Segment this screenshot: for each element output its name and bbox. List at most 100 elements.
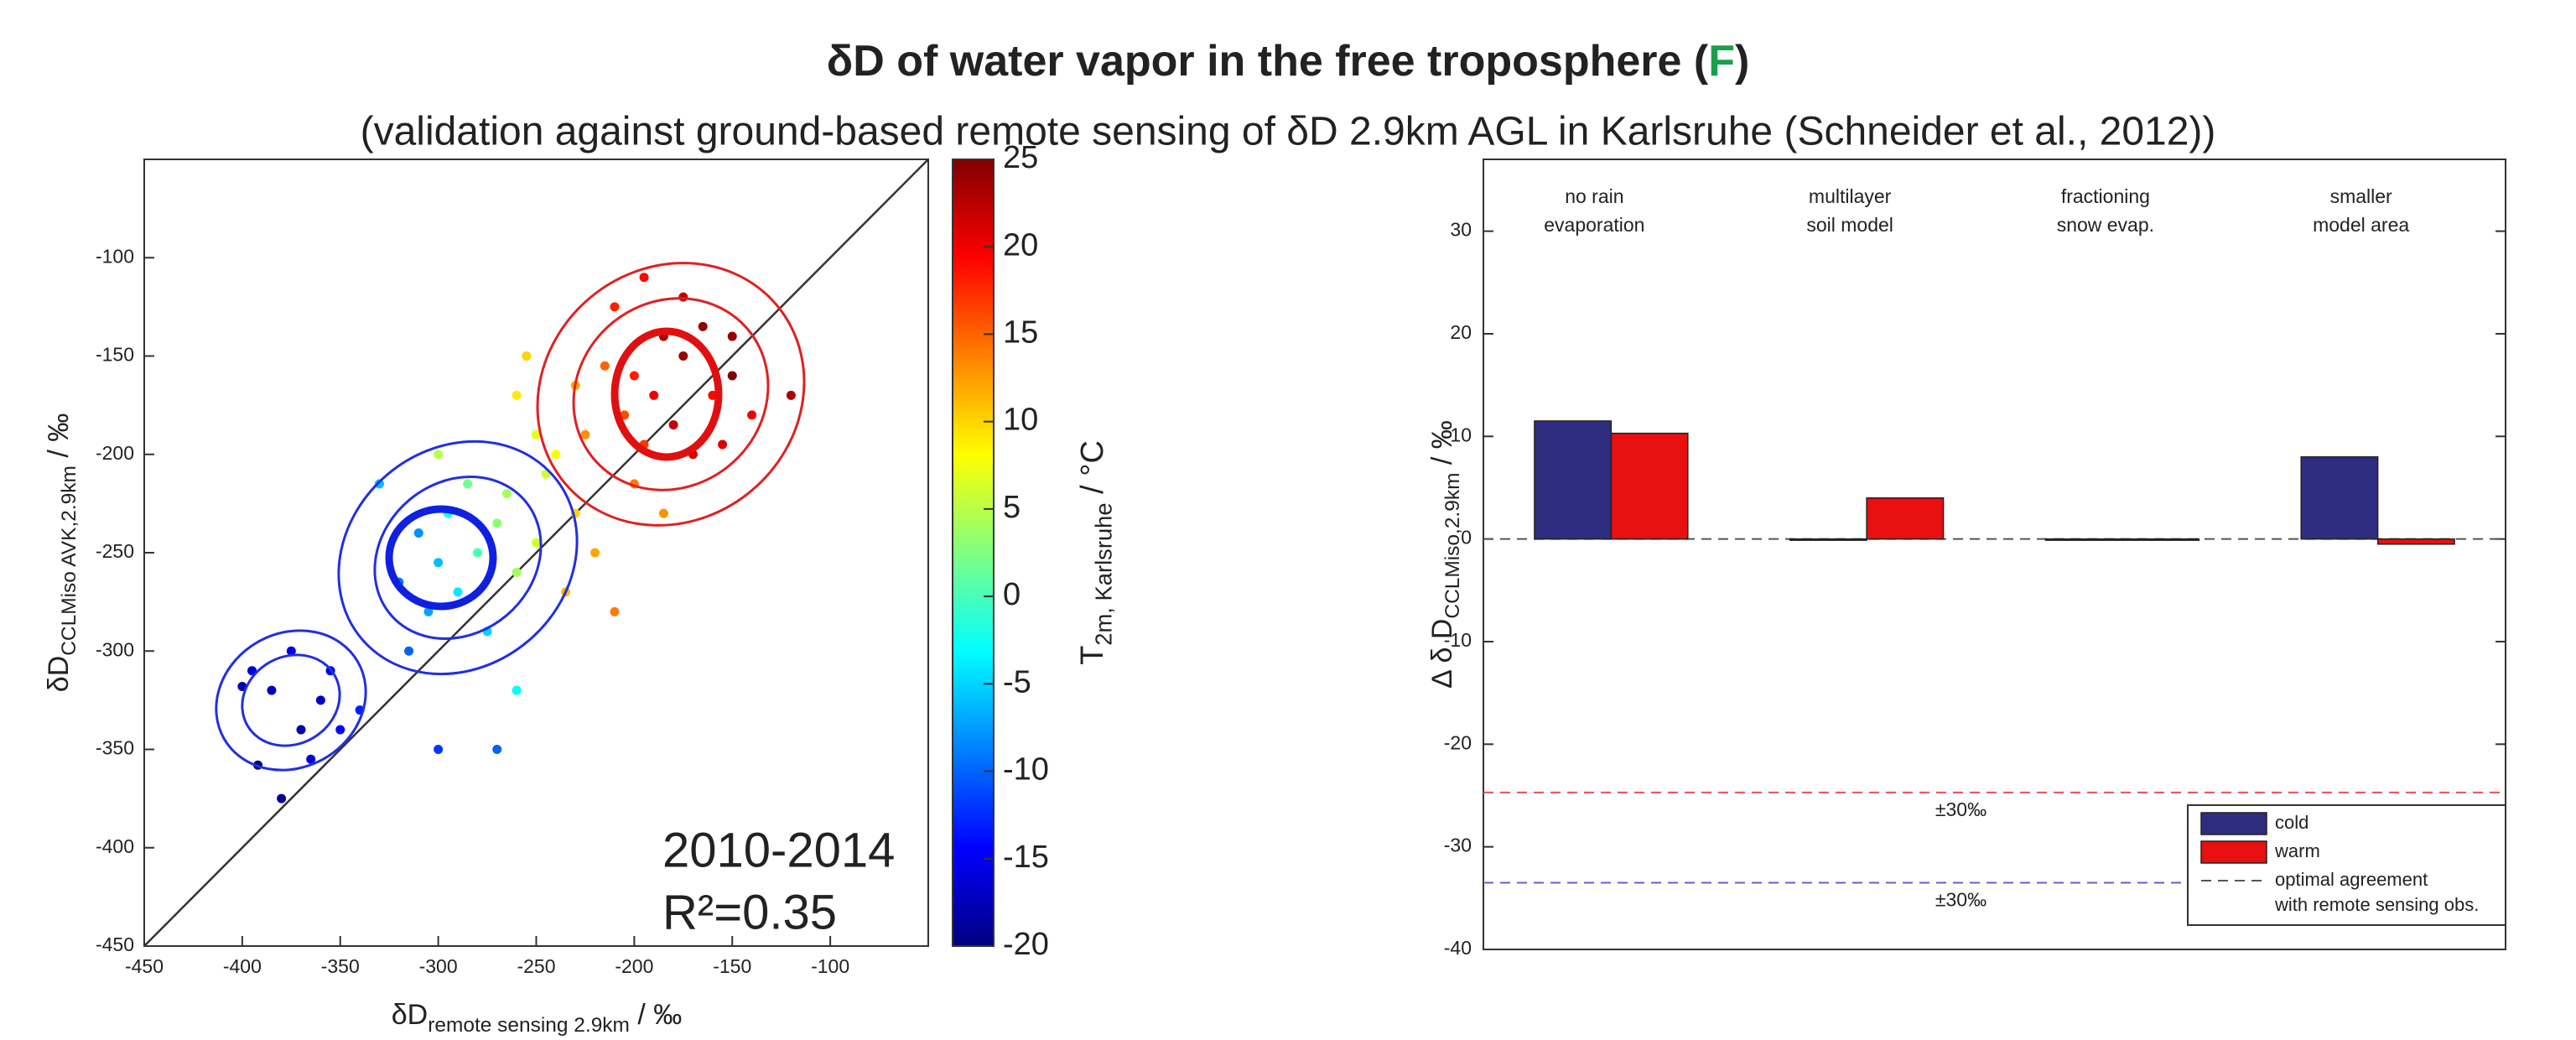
plot-frame xyxy=(1483,159,2506,950)
axis-label: δDCCLMiso AVK,2.9km / ‰ xyxy=(43,413,80,692)
label-sub: 2m, Karlsruhe xyxy=(1091,502,1117,645)
category-label: soil model xyxy=(1806,214,1893,236)
point xyxy=(532,538,541,548)
category-label: evaporation xyxy=(1544,214,1644,236)
subtitle: (validation against ground-based remote … xyxy=(361,110,2216,154)
annotation: 2010-2014 xyxy=(662,823,895,877)
legend-label: optimal agreement xyxy=(2275,869,2428,890)
point xyxy=(501,489,512,499)
point xyxy=(610,606,620,616)
point xyxy=(532,429,541,439)
colorbar-tick-label: 15 xyxy=(1003,315,1038,350)
y-tick-label: -450 xyxy=(96,933,134,955)
point xyxy=(296,725,306,735)
label-unit: / °C xyxy=(1075,440,1110,502)
point xyxy=(678,351,688,361)
y-tick-label: 20 xyxy=(1450,321,1472,343)
bar xyxy=(2300,456,2379,540)
point xyxy=(580,429,590,439)
label-main: δD xyxy=(392,999,428,1031)
legend-label: warm xyxy=(2274,840,2320,861)
y-tick-label: -150 xyxy=(96,344,134,366)
reference-label: ±30‰ xyxy=(1935,889,1987,911)
point xyxy=(277,793,287,803)
point xyxy=(639,273,649,283)
label-sub: CCLMiso,2.9km xyxy=(1441,473,1464,619)
x-tick-label: -300 xyxy=(419,955,458,977)
point xyxy=(306,754,316,764)
axis-label: δDremote sensing 2.9km / ‰ xyxy=(392,999,683,1037)
point xyxy=(620,410,630,420)
label-unit: / ‰ xyxy=(43,413,75,465)
y-tick-label: 30 xyxy=(1450,219,1472,241)
point xyxy=(727,371,737,381)
point xyxy=(668,420,678,430)
y-tick-label: -250 xyxy=(96,540,134,562)
colorbar-tick-label: -15 xyxy=(1003,840,1049,875)
point xyxy=(286,646,296,656)
bar xyxy=(1534,420,1613,540)
point xyxy=(472,548,482,558)
bar xyxy=(2376,538,2455,545)
point xyxy=(463,479,473,489)
point xyxy=(551,450,561,460)
colorbar-tick-label: 0 xyxy=(1003,577,1021,612)
point xyxy=(678,292,688,302)
point xyxy=(718,439,728,450)
category-label: snow evap. xyxy=(2057,214,2154,236)
colorbar-tick-label: -10 xyxy=(1003,752,1049,788)
point xyxy=(413,528,423,538)
legend-swatch xyxy=(2200,840,2267,864)
y-tick-label: -400 xyxy=(96,835,134,857)
point xyxy=(512,390,522,400)
y-tick-label: -300 xyxy=(96,638,134,660)
x-tick-label: -350 xyxy=(321,955,360,977)
y-tick-label: -30 xyxy=(1444,835,1472,856)
label-unit: / ‰ xyxy=(1426,420,1458,472)
axis-label: T2m, Karlsruhe / °C xyxy=(1075,440,1117,665)
colorbar-tick-label: 10 xyxy=(1003,403,1038,438)
point xyxy=(404,646,414,656)
contour xyxy=(241,653,341,747)
bar xyxy=(1866,497,1945,540)
y-tick-label: -20 xyxy=(1444,731,1472,753)
contour xyxy=(610,327,723,461)
x-tick-label: -400 xyxy=(223,955,262,977)
point xyxy=(590,548,600,558)
x-tick-label: -250 xyxy=(517,955,555,977)
contour xyxy=(337,439,579,676)
point xyxy=(375,479,384,489)
bar xyxy=(2044,538,2123,541)
point xyxy=(434,558,444,568)
density-contours xyxy=(215,262,806,772)
point xyxy=(267,685,277,695)
title-highlight: F xyxy=(1708,37,1735,86)
legend-label: cold xyxy=(2275,812,2309,833)
label-sub: remote sensing 2.9km xyxy=(428,1014,630,1037)
point xyxy=(649,390,659,400)
category-label: fractioning xyxy=(2061,185,2150,207)
contour xyxy=(572,297,770,491)
point xyxy=(423,606,434,616)
y-tick-label: 0 xyxy=(1461,527,1472,549)
point xyxy=(747,410,757,420)
bar-panel: -40 -30 -20 -10 0 10 20 30 ±30‰ ±30‰ no rain evapor… xyxy=(1426,159,2506,959)
title-part: ) xyxy=(1735,37,1749,86)
bar xyxy=(1610,432,1689,540)
bar xyxy=(1789,538,1867,541)
point xyxy=(315,695,325,705)
point xyxy=(434,450,444,460)
point xyxy=(786,390,796,400)
point xyxy=(610,302,620,312)
colorbar-tick-label: 5 xyxy=(1003,490,1021,525)
y-tick-label: -350 xyxy=(96,737,134,759)
legend-label: with remote sensing obs. xyxy=(2274,894,2479,915)
point xyxy=(492,518,502,528)
x-tick-label: -150 xyxy=(713,955,751,977)
y-tick-label: 10 xyxy=(1450,424,1472,445)
category-label: model area xyxy=(2313,214,2409,236)
contour xyxy=(385,505,497,611)
y-tick-label: -10 xyxy=(1444,629,1472,651)
scatter-panel: 2010-2014 R²=0.35 -450 -400 -350 -300 -250 -2… xyxy=(43,140,1117,1037)
